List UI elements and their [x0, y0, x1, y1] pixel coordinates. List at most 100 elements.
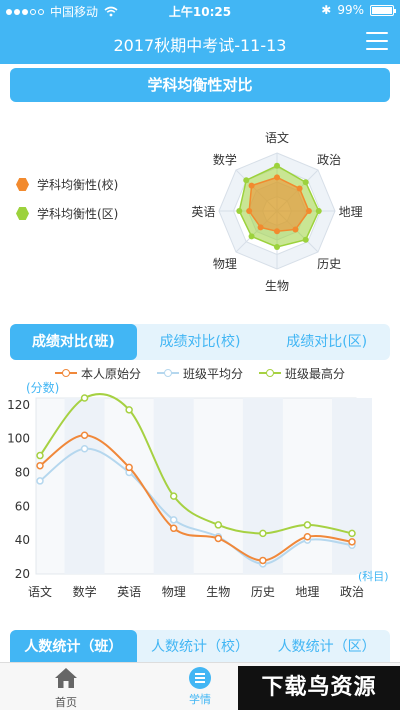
line-chart-legend: 本人原始分 班级平均分 班级最高分	[0, 364, 400, 382]
home-icon	[55, 668, 77, 688]
radar-school-point	[296, 185, 303, 192]
legend-item-class-max[interactable]: 班级最高分	[259, 364, 345, 382]
radar-district-point	[302, 179, 309, 186]
tab-score-district[interactable]: 成绩对比(区)	[286, 334, 368, 350]
radar-axis-label: 历史	[317, 257, 342, 272]
series-point-2	[259, 529, 267, 538]
x-tick-label: 政治	[340, 585, 364, 599]
y-tick-label: 40	[15, 533, 30, 547]
line-marker-icon	[259, 368, 281, 378]
tab-count-district[interactable]: 人数统计（区）	[277, 639, 376, 655]
battery-icon	[370, 4, 396, 16]
x-tick-label: 数学	[73, 584, 97, 599]
radar-school-point	[274, 174, 280, 181]
clock: 上午10:25	[168, 5, 232, 19]
radar-svg	[218, 152, 336, 270]
watermark-logo: 下载鸟资源	[238, 666, 400, 710]
x-tick-label: 生物	[206, 585, 230, 599]
status-left: 中国移动	[6, 3, 118, 20]
y-tick-label: 120	[7, 398, 30, 412]
series-point-2	[214, 521, 223, 529]
x-tick-label: 历史	[251, 585, 275, 599]
radar-district-point	[274, 243, 280, 250]
radar-axis-label: 数学	[212, 152, 237, 167]
legend-label: 学科均衡性(校)	[37, 178, 119, 192]
plot-band	[153, 398, 194, 574]
radar-school-point	[248, 182, 255, 189]
series-point-0	[80, 431, 89, 439]
bluetooth-icon: ✱	[321, 3, 332, 17]
series-point-1	[169, 516, 178, 524]
radar-axis-label: 语文	[265, 131, 290, 146]
radar-legend: 学科均衡性(校) 学科均衡性(区)	[16, 176, 118, 234]
hexagon-icon	[16, 207, 29, 220]
signal-icon	[6, 8, 44, 15]
bottom-nav-study[interactable]: 学情	[160, 667, 240, 707]
x-tick-label: 语文	[28, 584, 52, 599]
radar-district-point	[243, 177, 250, 184]
line-chart-svg: (分数) (科目) 20 40 60 80 100 120 语文 数学 英语 物理 生物 历史 地理 政治	[7, 380, 389, 599]
score-tabs: 成绩对比(班) 成绩对比(校) 成绩对比(区)	[10, 324, 390, 360]
exam-title: 2017秋期中考试-11-13	[113, 36, 287, 55]
battery-percent: 99%	[337, 3, 364, 17]
score-line-chart: (分数) (科目) 20 40 60 80 100 120 语文 数学 英语 物理 生物 历史 地理 政治	[0, 376, 400, 606]
radar-axis-label: 英语	[191, 205, 216, 219]
radar-school-point	[257, 224, 264, 231]
tab-count-class[interactable]: 人数统计（班）	[10, 630, 137, 664]
x-tick-label: 地理	[295, 585, 319, 599]
radar-district-point	[274, 162, 280, 169]
series-point-0	[348, 538, 356, 546]
series-point-2	[36, 451, 44, 460]
series-point-1	[80, 445, 89, 453]
tab-score-class[interactable]: 成绩对比(班)	[10, 324, 137, 360]
bottom-nav-label: 首页	[55, 696, 77, 709]
radar-district-point	[236, 208, 243, 214]
carrier-label: 中国移动	[50, 5, 99, 19]
series-point-2	[125, 406, 133, 414]
radar-axis-label: 政治	[317, 152, 342, 167]
plot-band	[64, 398, 105, 574]
series-point-2	[303, 521, 312, 529]
radar-district-point	[248, 233, 255, 240]
y-axis-label: (分数)	[26, 380, 59, 395]
legend-label: 本人原始分	[80, 366, 141, 381]
radar-chart: 语文政治地理历史生物 物理 英语 数学	[160, 118, 400, 300]
legend-item-school[interactable]: 学科均衡性(校)	[16, 176, 118, 193]
radar-district-point	[302, 236, 309, 243]
line-marker-icon	[156, 368, 179, 378]
radar-school-point	[274, 228, 280, 235]
balance-section-title: 学科均衡性对比	[10, 68, 390, 102]
x-tick-label: 英语	[117, 585, 141, 599]
legend-item-class-average[interactable]: 班级平均分	[156, 364, 243, 382]
legend-label: 学科均衡性(区)	[37, 207, 119, 221]
legend-label: 班级平均分	[182, 366, 243, 381]
legend-item-own-score[interactable]: 本人原始分	[54, 364, 141, 382]
line-marker-icon	[54, 368, 77, 378]
bottom-nav-home[interactable]: 首页	[26, 667, 106, 710]
nav-bar: 2017秋期中考试-11-13	[0, 20, 400, 64]
series-point-1	[36, 477, 44, 485]
hamburger-menu-icon[interactable]	[366, 32, 388, 50]
radar-axis-label: 地理	[338, 205, 363, 219]
legend-item-district[interactable]: 学科均衡性(区)	[16, 205, 118, 222]
tab-count-school[interactable]: 人数统计（校）	[151, 639, 249, 655]
y-tick-label: 100	[7, 432, 30, 446]
series-point-0	[214, 534, 223, 543]
status-bar: 中国移动 上午10:25 ✱ 99%	[0, 0, 400, 20]
series-line-1	[39, 447, 353, 565]
series-point-0	[169, 524, 178, 533]
tab-score-school[interactable]: 成绩对比(校)	[159, 334, 241, 350]
radar-axis-label: 物理	[212, 257, 237, 272]
wifi-icon	[104, 6, 118, 17]
count-tabs: 人数统计（班） 人数统计（校） 人数统计（区）	[10, 630, 390, 664]
radar-school-point	[305, 208, 312, 214]
x-axis-label: (科目)	[358, 569, 389, 583]
plot-band	[242, 398, 283, 574]
hexagon-icon	[16, 178, 29, 191]
radar-axis-label: 生物	[265, 278, 290, 293]
radar-school-point	[292, 226, 299, 233]
y-tick-label: 60	[15, 499, 30, 513]
radar-school-point	[246, 208, 253, 214]
series-point-0	[259, 556, 267, 565]
y-tick-label: 20	[15, 567, 30, 581]
